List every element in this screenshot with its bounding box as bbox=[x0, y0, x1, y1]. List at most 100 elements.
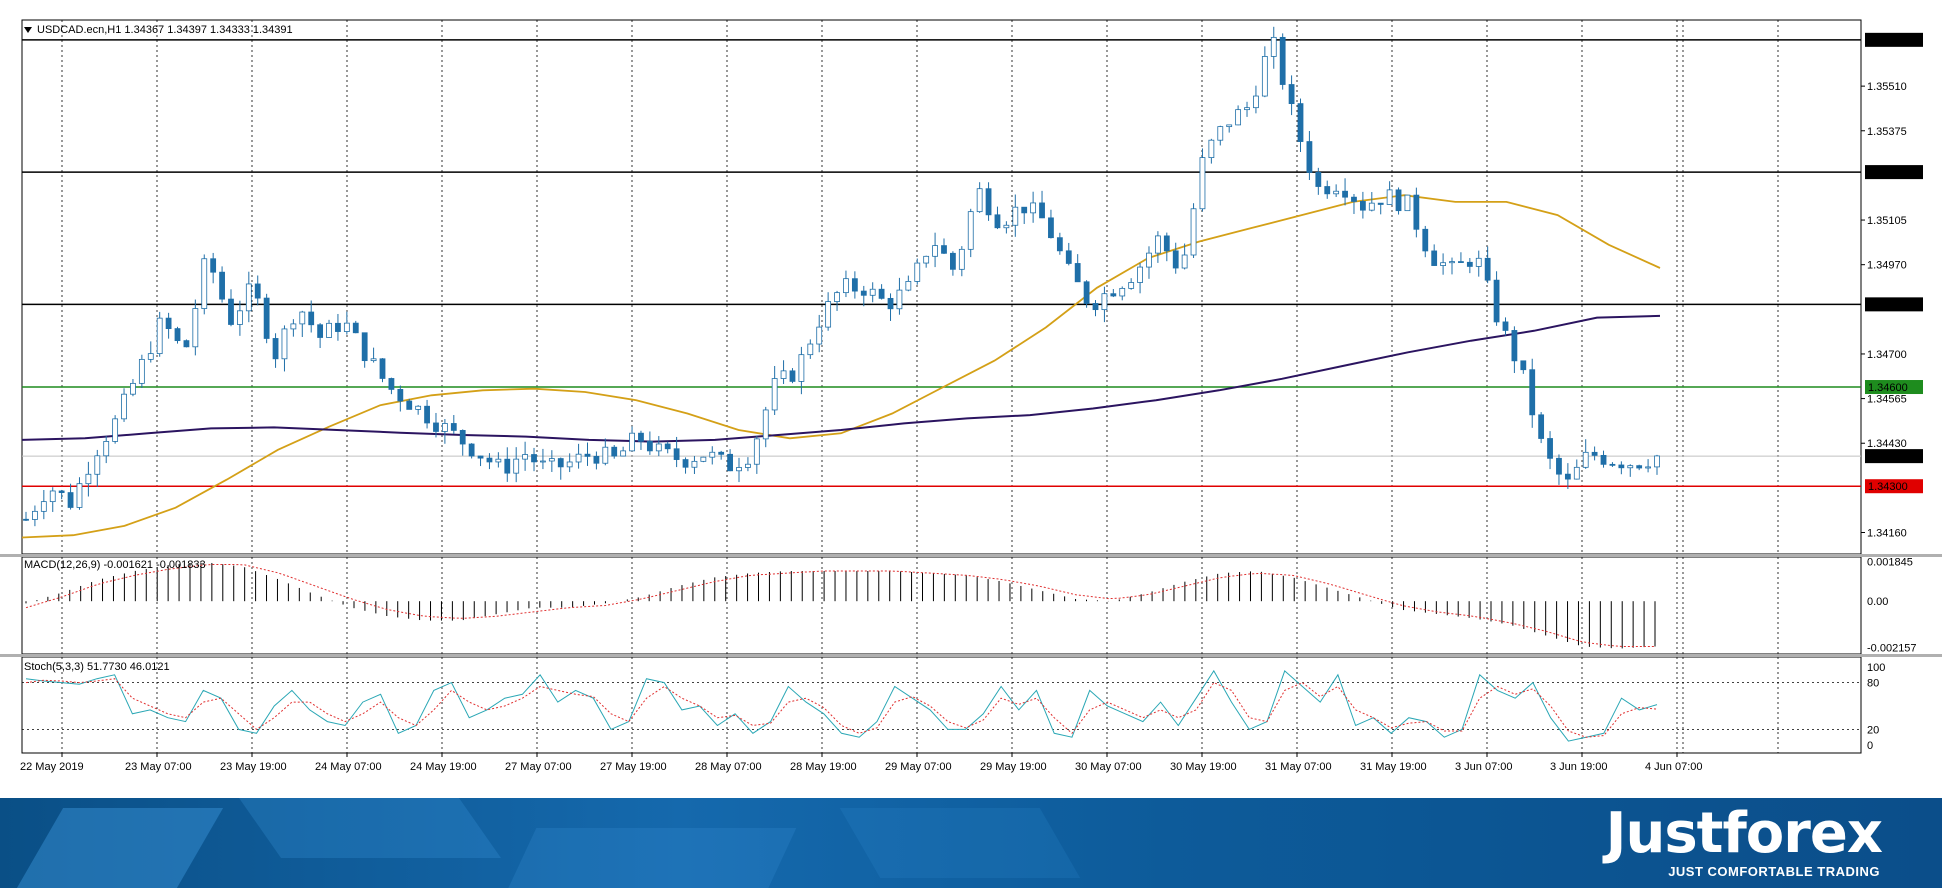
candle-body bbox=[834, 292, 840, 302]
candle-body bbox=[308, 311, 315, 326]
candle-body bbox=[138, 358, 145, 384]
candle-body bbox=[1582, 451, 1589, 468]
candle-body bbox=[370, 358, 377, 362]
candle-body bbox=[1529, 369, 1536, 416]
price-tick-label: 1.35375 bbox=[1867, 126, 1907, 138]
candle-body bbox=[673, 448, 680, 460]
candle-body bbox=[433, 422, 439, 432]
candle-body bbox=[388, 378, 395, 390]
candle-body bbox=[629, 432, 635, 452]
candle-body bbox=[531, 454, 537, 463]
time-tick-label: 24 May 19:00 bbox=[410, 761, 477, 773]
candle-body bbox=[843, 278, 849, 294]
stoch-tick-label: 80 bbox=[1867, 678, 1879, 690]
candle-body bbox=[1654, 455, 1660, 468]
candle-body bbox=[869, 288, 876, 296]
candle-body bbox=[1154, 235, 1161, 254]
candle-body bbox=[798, 354, 805, 382]
candle-body bbox=[691, 460, 698, 468]
candle-body bbox=[860, 290, 867, 296]
candle-body bbox=[23, 518, 29, 521]
candle-body bbox=[1520, 360, 1527, 371]
candle-body bbox=[1110, 293, 1117, 297]
stoch-signal-line bbox=[25, 678, 1658, 738]
candle-body bbox=[1645, 466, 1651, 469]
candle-body bbox=[1253, 95, 1259, 109]
candle-body bbox=[950, 252, 956, 270]
candle-body bbox=[85, 473, 92, 485]
candle-body bbox=[1074, 263, 1081, 283]
candle-body bbox=[103, 441, 110, 457]
candle-body bbox=[851, 278, 858, 292]
candle-body bbox=[486, 457, 493, 463]
candle-body bbox=[1609, 463, 1616, 466]
candle-body bbox=[1342, 190, 1348, 198]
symbol-menu-icon[interactable] bbox=[24, 27, 32, 33]
candle-body bbox=[611, 446, 618, 457]
chart-frames bbox=[0, 19, 1942, 754]
candle-body bbox=[299, 311, 306, 325]
candle-body bbox=[1333, 190, 1340, 195]
time-tick-label: 27 May 07:00 bbox=[505, 761, 572, 773]
candle-body bbox=[914, 262, 921, 282]
candle-body bbox=[1351, 196, 1357, 202]
candle-body bbox=[1315, 172, 1322, 187]
candle-body bbox=[807, 343, 814, 356]
candle-body bbox=[825, 301, 832, 328]
stoch-tick-label: 20 bbox=[1867, 724, 1879, 736]
candle-body bbox=[1431, 250, 1438, 266]
time-tick-label: 27 May 19:00 bbox=[600, 761, 667, 773]
candle-body bbox=[67, 492, 74, 508]
candle-body bbox=[1163, 235, 1170, 252]
candle-body bbox=[736, 467, 742, 472]
candle-body bbox=[201, 258, 208, 309]
chart-canvas: 1.35650 1.35250 1.34850 1.34600 1.34300 1.343… bbox=[0, 19, 1942, 773]
candle-body bbox=[887, 297, 894, 310]
candle-body bbox=[1618, 464, 1625, 469]
candle-body bbox=[1279, 36, 1286, 85]
candle-body bbox=[646, 440, 653, 452]
candle-body bbox=[1270, 36, 1277, 57]
stoch-tick-label: 100 bbox=[1867, 662, 1885, 674]
candle-body bbox=[58, 490, 65, 493]
candle-body bbox=[1591, 451, 1598, 456]
candle-body bbox=[245, 283, 252, 312]
candle-body bbox=[745, 463, 751, 468]
candle-body bbox=[343, 322, 350, 332]
time-tick-label: 28 May 19:00 bbox=[790, 761, 857, 773]
candle-body bbox=[441, 423, 448, 432]
candle-body bbox=[602, 446, 609, 464]
banner-shard bbox=[503, 828, 797, 888]
candle-body bbox=[941, 245, 947, 254]
price-tick-label: 1.35510 bbox=[1867, 81, 1907, 93]
candle-body bbox=[664, 443, 671, 450]
candle-body bbox=[165, 317, 172, 330]
candle-body bbox=[174, 328, 181, 342]
candle-body bbox=[254, 283, 261, 299]
level-tag bbox=[1865, 380, 1923, 395]
candle-body bbox=[1458, 261, 1464, 263]
candle-body bbox=[976, 188, 983, 213]
candle-body bbox=[1297, 103, 1304, 142]
candle-body bbox=[1538, 414, 1545, 439]
panel-frame bbox=[21, 656, 1862, 754]
candle-body bbox=[495, 458, 502, 463]
candle-body bbox=[584, 453, 591, 457]
candle-body bbox=[1493, 279, 1500, 323]
candle-body bbox=[1208, 139, 1215, 158]
candle-body bbox=[1217, 126, 1224, 141]
candle-body bbox=[958, 248, 965, 270]
level-tag-text: 1.34600 bbox=[1868, 382, 1908, 394]
candle-body bbox=[130, 382, 136, 395]
time-tick-label: 24 May 07:00 bbox=[315, 761, 382, 773]
candle-body bbox=[32, 510, 38, 520]
macd-tick-label: 0.001845 bbox=[1867, 556, 1913, 568]
candle-body bbox=[1039, 202, 1045, 219]
candle-body bbox=[1413, 194, 1420, 230]
candle-body bbox=[450, 423, 457, 431]
candle-body bbox=[1288, 84, 1295, 105]
candle-body bbox=[1466, 261, 1473, 267]
candle-body bbox=[1556, 457, 1562, 475]
time-tick-label: 29 May 19:00 bbox=[980, 761, 1047, 773]
candle-body bbox=[771, 378, 778, 411]
